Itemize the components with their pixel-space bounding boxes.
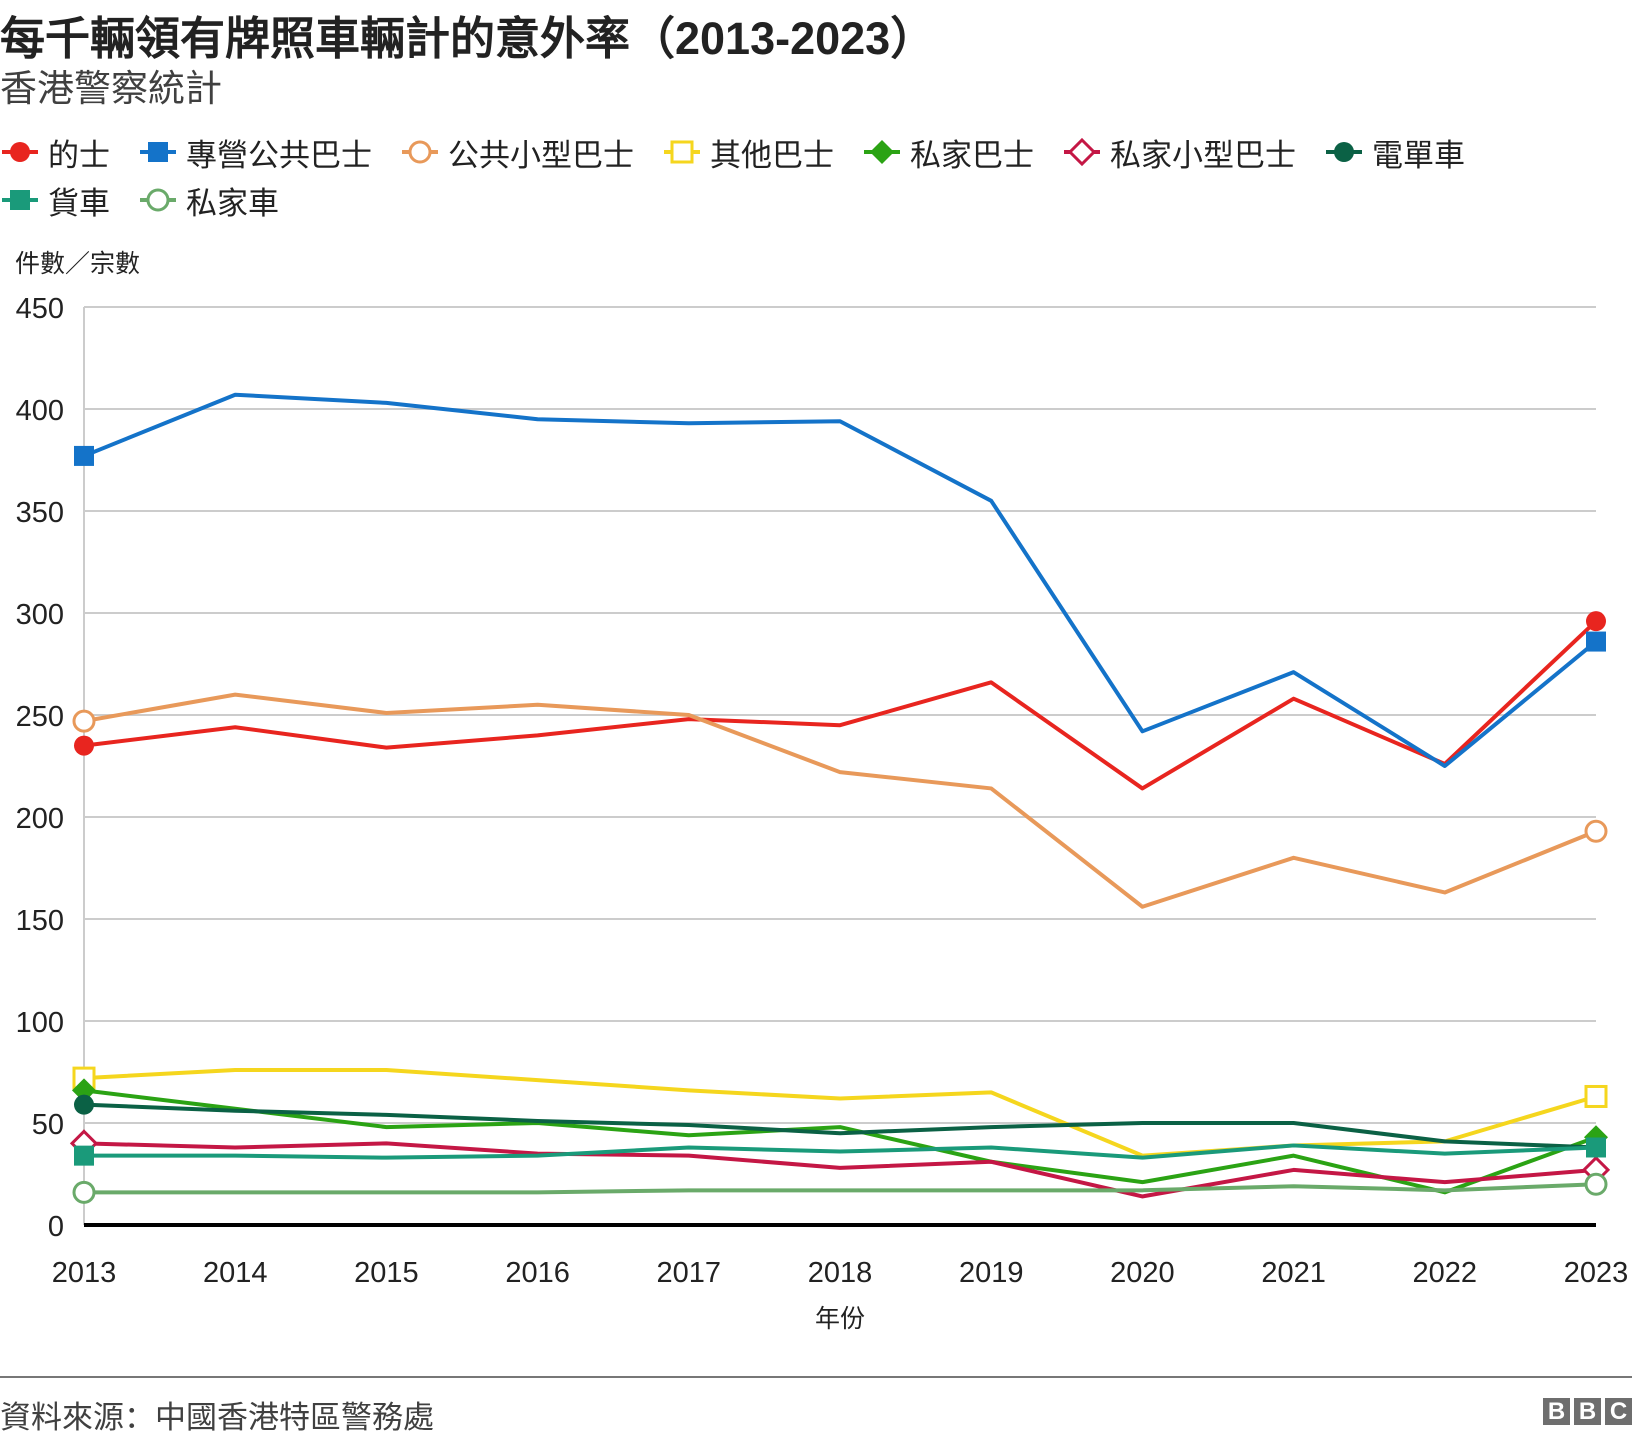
series-line [83,619,1598,791]
series-line [83,1067,1597,1158]
legend-swatch-icon [2,142,38,162]
footer-divider [0,1376,1632,1378]
marker-circle [1584,1172,1608,1196]
legend-item: 公共小型巴士 [400,132,634,173]
legend-swatch-icon [1064,137,1100,167]
marker-circle [72,709,96,733]
series-1 [74,392,1606,768]
legend-label: 私家小型巴士 [1110,137,1296,173]
source-note: 資料來源：中國香港特區警務處 [0,1400,434,1435]
legend: 的士 專營公共巴士 公共小型巴士 其他巴士 私家巴士 私家小型巴士 電單車貨車 私家車 [0,132,1600,221]
series-line [83,1102,1597,1150]
x-tick-label: 2021 [1261,1257,1326,1289]
series-line [83,1088,1597,1195]
marker-square [74,1145,94,1166]
legend-item: 貨車 [0,180,110,221]
y-tick-label: 300 [16,599,64,631]
marker-square [148,142,168,162]
series-3 [72,1066,1608,1158]
series-0 [74,611,1606,791]
x-tick-label: 2013 [52,1257,117,1289]
x-tick-label: 2015 [354,1257,419,1289]
x-tick-label: 2020 [1110,1257,1175,1289]
x-tick-label: 2018 [808,1257,873,1289]
y-tick-label: 100 [16,1007,64,1039]
marker-square [1584,1084,1608,1108]
marker-square [670,140,694,164]
chart-subtitle: 香港警察統計 [0,68,222,109]
legend-label: 的士 [48,137,110,173]
chart-title: 每千輛領有牌照車輛計的意外率（2013-2023） [0,13,936,64]
legend-label: 其他巴士 [710,137,834,173]
legend-item: 私家巴士 [862,132,1034,173]
marker-circle [72,1180,96,1204]
legend-swatch-icon [2,190,38,210]
y-tick-label: 0 [48,1211,64,1243]
series-line [83,692,1597,909]
y-tick-label: 350 [16,497,64,529]
legend-label: 私家車 [186,185,279,221]
x-tick-label: 2022 [1413,1257,1478,1289]
marker-circle [74,735,94,756]
line-chart: 件數／宗數 0 50 100 150 200 250 300 350 400 450 2013 2014… [15,250,1629,1333]
marker-circle [1586,611,1606,632]
legend-swatch-icon [1326,142,1362,162]
y-tick-label: 200 [16,803,64,835]
x-tick-label: 2023 [1564,1257,1629,1289]
marker-diamond [870,140,894,164]
legend-swatch-icon [140,142,176,162]
series-2 [72,692,1608,909]
marker-diamond [1067,137,1097,167]
legend-item: 其他巴士 [662,132,834,173]
marker-circle [74,1094,94,1115]
x-tick-label: 2014 [203,1257,268,1289]
series-line [84,1143,1597,1160]
series-line [83,1141,1597,1199]
legend-swatch-icon [664,140,700,164]
marker-circle [1334,142,1354,162]
y-tick-label: 50 [32,1109,64,1141]
marker-circle [1584,819,1608,843]
marker-square [74,445,94,466]
legend-item: 私家小型巴士 [1062,132,1296,173]
legend-item: 專營公共巴士 [138,132,372,173]
x-tick-label: 2017 [657,1257,722,1289]
y-tick-label: 150 [16,905,64,937]
marker-diamond [72,1078,96,1103]
y-tick-label: 450 [16,293,64,325]
series-line [84,1182,1597,1195]
legend-label: 電單車 [1372,137,1465,173]
y-tick-label: 250 [16,701,64,733]
marker-square [1586,631,1606,652]
series-8 [72,1172,1608,1204]
legend-label: 專營公共巴士 [186,137,372,173]
x-tick-label: 2016 [505,1257,570,1289]
legend-swatch-icon [140,188,176,212]
y-axis-label: 件數／宗數 [15,250,140,278]
legend-label: 貨車 [48,185,110,221]
legend-swatch-icon [402,140,438,164]
marker-square [1586,1137,1606,1158]
y-tick-label: 400 [16,395,64,427]
legend-item: 私家車 [138,180,279,221]
marker-circle [10,142,30,162]
marker-circle [408,140,432,164]
x-tick-label: 2019 [959,1257,1024,1289]
series-7 [74,1137,1606,1166]
series-line [83,392,1598,768]
legend-label: 私家巴士 [910,137,1034,173]
legend-item: 的士 [0,132,110,173]
legend-swatch-icon [864,140,900,164]
marker-square [10,190,30,210]
marker-circle [146,188,170,212]
legend-label: 公共小型巴士 [448,137,634,173]
x-axis-label: 年份 [815,1305,865,1333]
legend-item: 電單車 [1324,132,1465,173]
